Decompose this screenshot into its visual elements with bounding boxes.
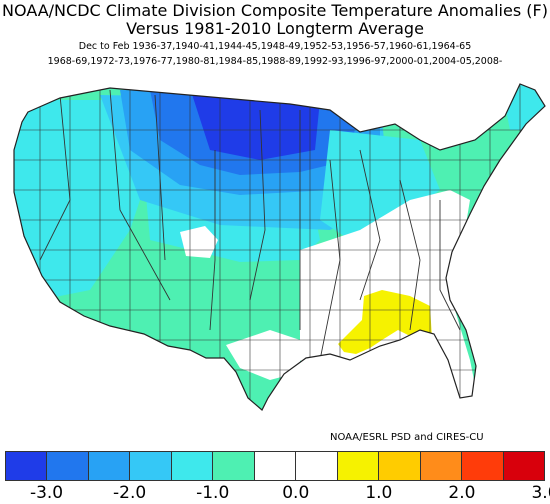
color-swatch: [296, 452, 338, 480]
color-swatch: [420, 452, 463, 480]
scale-tick-label: 1.0: [365, 483, 393, 503]
color-swatch: [130, 452, 172, 480]
credit-label: NOAA/ESRL PSD and CIRES-CU: [330, 432, 484, 443]
color-swatch: [379, 452, 421, 480]
color-swatch: [171, 452, 214, 480]
color-swatch: [213, 452, 255, 480]
region-fill-white-texas-east: [226, 330, 300, 380]
region-fill-yellow-gulf: [338, 290, 432, 354]
color-swatch: [88, 452, 131, 480]
color-swatch: [47, 452, 89, 480]
scale-tick-label: 0.0: [282, 483, 310, 503]
scale-tick-label: 2.0: [448, 483, 476, 503]
scale-tick-label: -3.0: [29, 483, 64, 503]
season-years-line-1: Dec to Feb 1936-37,1940-41,1944-45,1948-…: [78, 41, 472, 52]
season-years-line-2: 1968-69,1972-73,1976-77,1980-81,1984-85,…: [47, 56, 503, 67]
us-anomaly-map: [13, 83, 546, 411]
map-title: NOAA/NCDC Climate Division Composite Tem…: [2, 1, 548, 20]
scale-tick-label: 3.0: [531, 483, 550, 503]
map-subtitle: Versus 1981-2010 Longterm Average: [126, 19, 424, 38]
division-boundaries: [14, 84, 545, 410]
color-scale-bar: [5, 451, 545, 481]
color-swatch: [254, 452, 297, 480]
color-swatch: [337, 452, 380, 480]
scale-tick-label: -2.0: [113, 483, 147, 503]
color-swatch: [6, 452, 48, 480]
color-scale-ticks: -3.0 -2.0 -1.0 0.0 1.0 2.0 3.0: [0, 483, 550, 503]
region-fill-darkblue-north: [190, 88, 320, 160]
color-swatch: [462, 452, 504, 480]
scale-tick-label: -1.0: [196, 483, 230, 503]
color-swatch: [503, 452, 545, 480]
